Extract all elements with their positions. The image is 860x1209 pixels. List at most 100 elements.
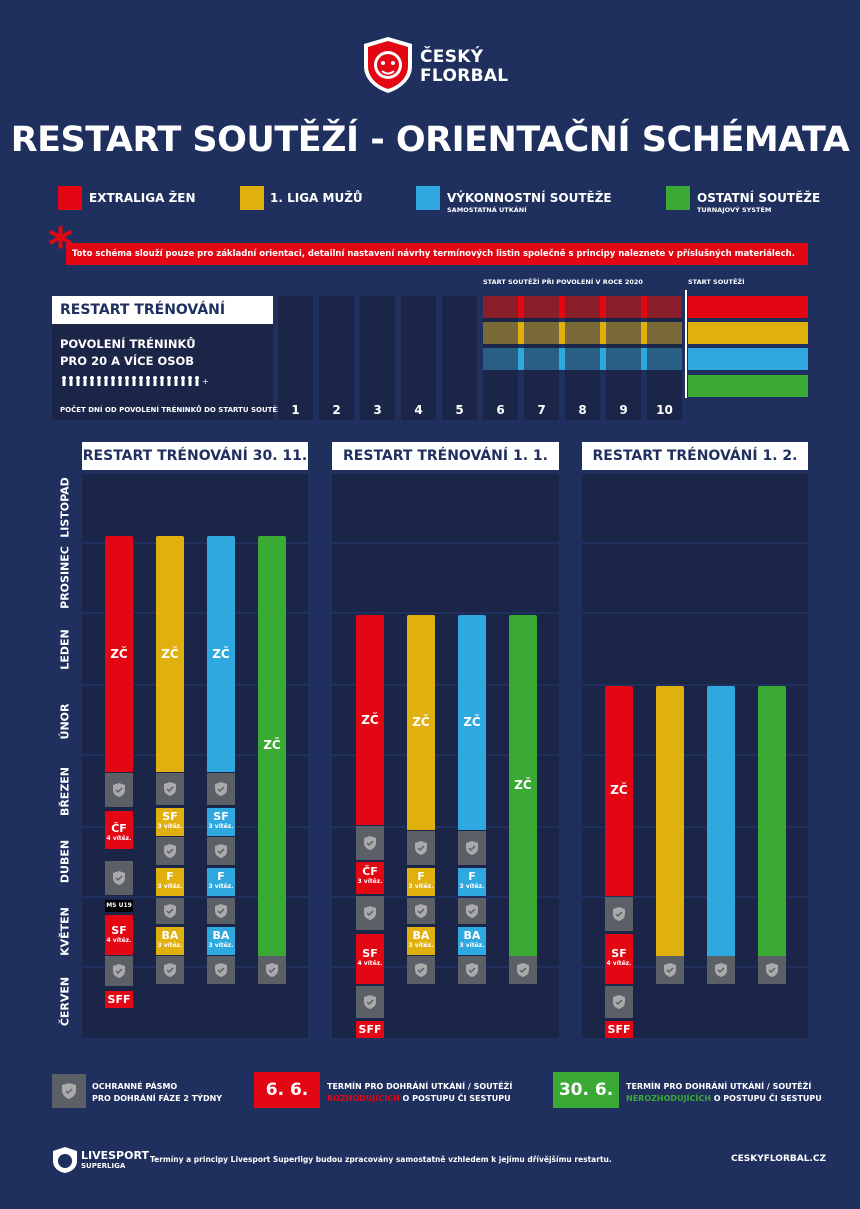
day-number: 9 bbox=[619, 403, 628, 417]
legend-protection-text: OCHRANNÉ PÁSMO PRO DOHRÁNÍ FÁZE 2 TÝDNY bbox=[92, 1081, 222, 1105]
shield-icon bbox=[364, 995, 376, 1009]
deadline-badge-red: 6. 6. bbox=[254, 1072, 320, 1108]
protection-zone bbox=[356, 896, 384, 930]
month-label: ČERVEN bbox=[58, 976, 72, 1027]
stripe bbox=[641, 322, 647, 344]
shield-icon bbox=[466, 963, 478, 977]
legend-protection-line2: PRO DOHRÁNÍ FÁZE 2 TÝDNY bbox=[92, 1094, 223, 1103]
stripe bbox=[559, 322, 565, 344]
shield-icon bbox=[415, 963, 427, 977]
phase-sf-label: SF bbox=[611, 947, 627, 960]
protection-zone bbox=[105, 861, 133, 895]
bar-liga-zc bbox=[156, 536, 184, 772]
protection-zone bbox=[509, 956, 537, 984]
month-label: ÚNOR bbox=[58, 703, 72, 740]
start-label: START SOUTĚŽÍ bbox=[688, 278, 745, 286]
month-label: BŘEZEN bbox=[58, 766, 72, 817]
phase-wins: 3 vítěz. bbox=[459, 942, 485, 949]
shield-icon bbox=[113, 783, 125, 797]
day-number: 8 bbox=[578, 403, 587, 417]
legend-protection-zone bbox=[52, 1074, 86, 1108]
phase-sff: SFF bbox=[105, 991, 133, 1008]
phase-wins: 3 vítěz. bbox=[208, 823, 234, 830]
phase-sf-label: SF bbox=[213, 810, 229, 823]
deadline-red-line1: TERMÍN PRO DOHRÁNÍ UTKÁNÍ / SOUTĚŽÍ bbox=[327, 1082, 513, 1091]
month-label: LEDEN bbox=[58, 629, 72, 670]
shield-icon bbox=[215, 782, 227, 796]
day-column bbox=[442, 296, 477, 420]
deadline-green-line2: NEROZHODUJÍCÍCH O POSTUPU ČI SESTUPU bbox=[626, 1093, 822, 1105]
bar-ostatni bbox=[758, 686, 786, 956]
start-2020-label: START SOUTĚŽÍ PŘI POVOLENÍ V ROCE 2020 bbox=[483, 278, 643, 286]
bar-extraliga-zc bbox=[356, 615, 384, 825]
divider bbox=[685, 290, 687, 398]
phase-wins: 4 vítěz. bbox=[357, 960, 383, 967]
phase-zc: ZČ bbox=[412, 715, 430, 729]
day-number: 3 bbox=[373, 403, 382, 417]
phase-ba-label: BA bbox=[212, 929, 230, 942]
bar-vykonnostni-zc bbox=[458, 615, 486, 830]
start-2020-bar-yellow bbox=[483, 322, 682, 344]
bar-ostatni-zc bbox=[509, 615, 537, 956]
phase-ba-label: BA bbox=[412, 929, 430, 942]
panel-gap bbox=[559, 474, 582, 1038]
day-number: 5 bbox=[455, 403, 464, 417]
deadline-red-rest: O POSTUPU ČI SESTUPU bbox=[399, 1094, 511, 1103]
phase-wins: 3 vítěz. bbox=[408, 942, 434, 949]
shield-icon bbox=[164, 782, 176, 796]
phase-ba: BA 3 vítěz. bbox=[156, 927, 184, 955]
logo-line-1: ČESKÝ bbox=[420, 47, 484, 67]
protection-zone bbox=[356, 986, 384, 1018]
website-link[interactable]: CESKYFLORBAL.CZ bbox=[731, 1154, 826, 1164]
phase-sf: SF 4 vítěz. bbox=[356, 934, 384, 984]
phase-zc: ZČ bbox=[463, 715, 481, 729]
protection-zone bbox=[407, 831, 435, 865]
stripe bbox=[600, 296, 606, 318]
shield-icon bbox=[215, 963, 227, 977]
protection-zone bbox=[458, 831, 486, 865]
stripe bbox=[600, 348, 606, 370]
day-column bbox=[319, 296, 354, 420]
legend-swatch-ostatni bbox=[666, 186, 690, 210]
phase-zc: ZČ bbox=[110, 647, 128, 661]
legend-label-extraliga: EXTRALIGA ŽEN bbox=[89, 191, 196, 205]
phase-zc: ZČ bbox=[161, 647, 179, 661]
phase-zc: ZČ bbox=[514, 778, 532, 792]
day-column bbox=[360, 296, 395, 420]
scenario-title-3: RESTART TRÉNOVÁNÍ 1. 2. bbox=[582, 442, 808, 470]
shield-icon bbox=[164, 963, 176, 977]
protection-zone bbox=[156, 837, 184, 865]
shield-icon bbox=[613, 907, 625, 921]
protection-zone bbox=[356, 826, 384, 860]
phase-sf: SF 3 vítěz. bbox=[207, 808, 235, 836]
superliga-brand: SUPERLIGA bbox=[81, 1162, 126, 1170]
day-column bbox=[401, 296, 436, 420]
training-line-1: POVOLENÍ TRÉNINKŮ bbox=[60, 337, 196, 351]
protection-zone bbox=[758, 956, 786, 984]
phase-sf: SF 4 vítěz. bbox=[605, 934, 633, 984]
page-title: RESTART SOUTĚŽÍ - ORIENTAČNÍ SCHÉMATA bbox=[10, 120, 850, 160]
shield-icon bbox=[266, 963, 278, 977]
phase-cf-label: ČF bbox=[111, 822, 127, 835]
phase-sff: SFF bbox=[356, 1021, 384, 1038]
protection-zone bbox=[656, 956, 684, 984]
note-text: Toto schéma slouží pouze pro základní or… bbox=[66, 243, 808, 265]
protection-zone bbox=[207, 773, 235, 805]
phase-sf: SF 3 vítěz. bbox=[156, 808, 184, 836]
stripe bbox=[641, 296, 647, 318]
protection-zone bbox=[156, 898, 184, 924]
shield-icon bbox=[715, 963, 727, 977]
scenario-title-1: RESTART TRÉNOVÁNÍ 30. 11. bbox=[82, 442, 308, 470]
phase-wins: 3 vítěz. bbox=[157, 942, 183, 949]
legend-label-ostatni: OSTATNÍ SOUTĚŽE bbox=[697, 191, 821, 205]
legend-label-vykonnostni: VÝKONNOSTNÍ SOUTĚŽE bbox=[447, 191, 612, 205]
bar-liga bbox=[656, 686, 684, 956]
deadline-red-highlight: ROZHODUJÍCÍCH bbox=[327, 1094, 400, 1103]
month-separator bbox=[82, 684, 808, 686]
phase-sff: SFF bbox=[605, 1021, 633, 1038]
protection-zone bbox=[207, 898, 235, 924]
deadline-red-line2: ROZHODUJÍCÍCH O POSTUPU ČI SESTUPU bbox=[327, 1093, 512, 1105]
